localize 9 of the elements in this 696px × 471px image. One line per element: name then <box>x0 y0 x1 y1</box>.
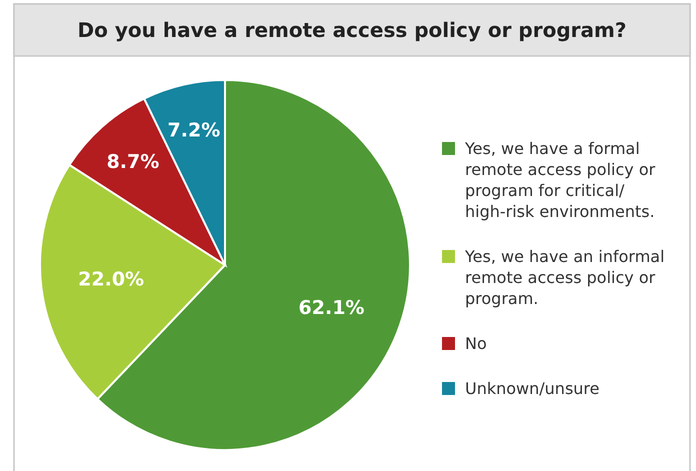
data-label: 62.1% <box>298 297 364 320</box>
legend-label: Yes, we have an informal remote access policy or program. <box>464 247 665 308</box>
legend-label: No <box>465 334 487 353</box>
chart-title: Do you have a remote access policy or program? <box>78 18 626 42</box>
data-label: 22.0% <box>78 268 144 290</box>
legend-label: Yes, we have a formal remote access policy or program for critical/ high-risk environments. <box>464 139 656 221</box>
data-label: 7.2% <box>168 119 220 142</box>
legend-label: Unknown/unsure <box>465 379 600 398</box>
data-label: 8.7% <box>106 150 160 173</box>
